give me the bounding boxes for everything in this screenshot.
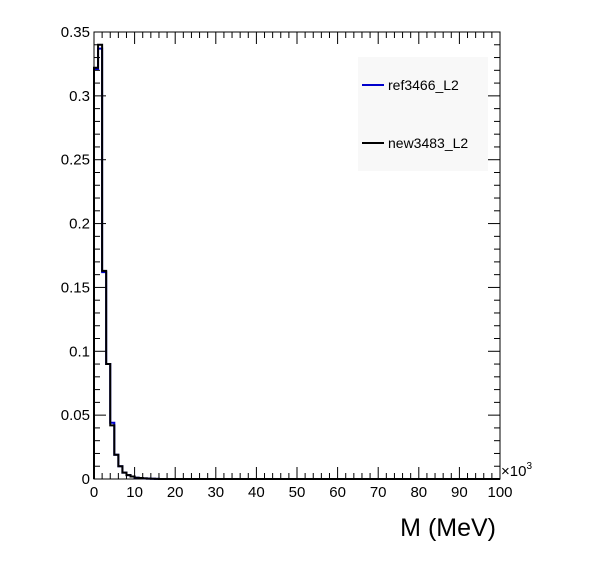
y-tick-label: 0 [82,471,90,488]
x-tick-label: 100 [487,484,512,501]
x-tick-label: 70 [370,484,387,501]
x-tick-label: 40 [248,484,265,501]
x-axis-exponent: ×103 [501,461,532,480]
x-tick-label: 10 [126,484,143,501]
x-tick-label: 20 [167,484,184,501]
x-axis-exponent-power: 3 [526,461,532,472]
legend-label-ref: ref3466_L2 [388,77,459,93]
x-tick-label: 30 [207,484,224,501]
y-tick-label: 0.35 [61,24,90,41]
y-tick-label: 0.15 [61,279,90,296]
x-axis-title: M (MeV) [400,514,496,542]
x-tick-label: 90 [451,484,468,501]
x-tick-label: 80 [410,484,427,501]
y-tick-label: 0.05 [61,407,90,424]
y-tick-label: 0.25 [61,152,90,169]
legend: ref3466_L2 new3483_L2 [358,57,488,171]
y-tick-label: 0.2 [69,216,90,233]
x-tick-label: 50 [289,484,306,501]
x-tick-label: 0 [90,484,98,501]
series-group [93,43,500,480]
x-tick-label: 60 [329,484,346,501]
legend-label-new: new3483_L2 [388,135,468,151]
y-tick-label: 0.1 [69,343,90,360]
series-line-new [93,43,500,480]
x-axis-exponent-base: ×10 [501,463,526,480]
legend-box [358,57,488,171]
y-tick-label: 0.3 [69,88,90,105]
axis-ticks: 0 10 20 30 40 50 60 70 80 90 100 0 0.05 0.1 0.15 0.2 0.2… [61,24,513,501]
